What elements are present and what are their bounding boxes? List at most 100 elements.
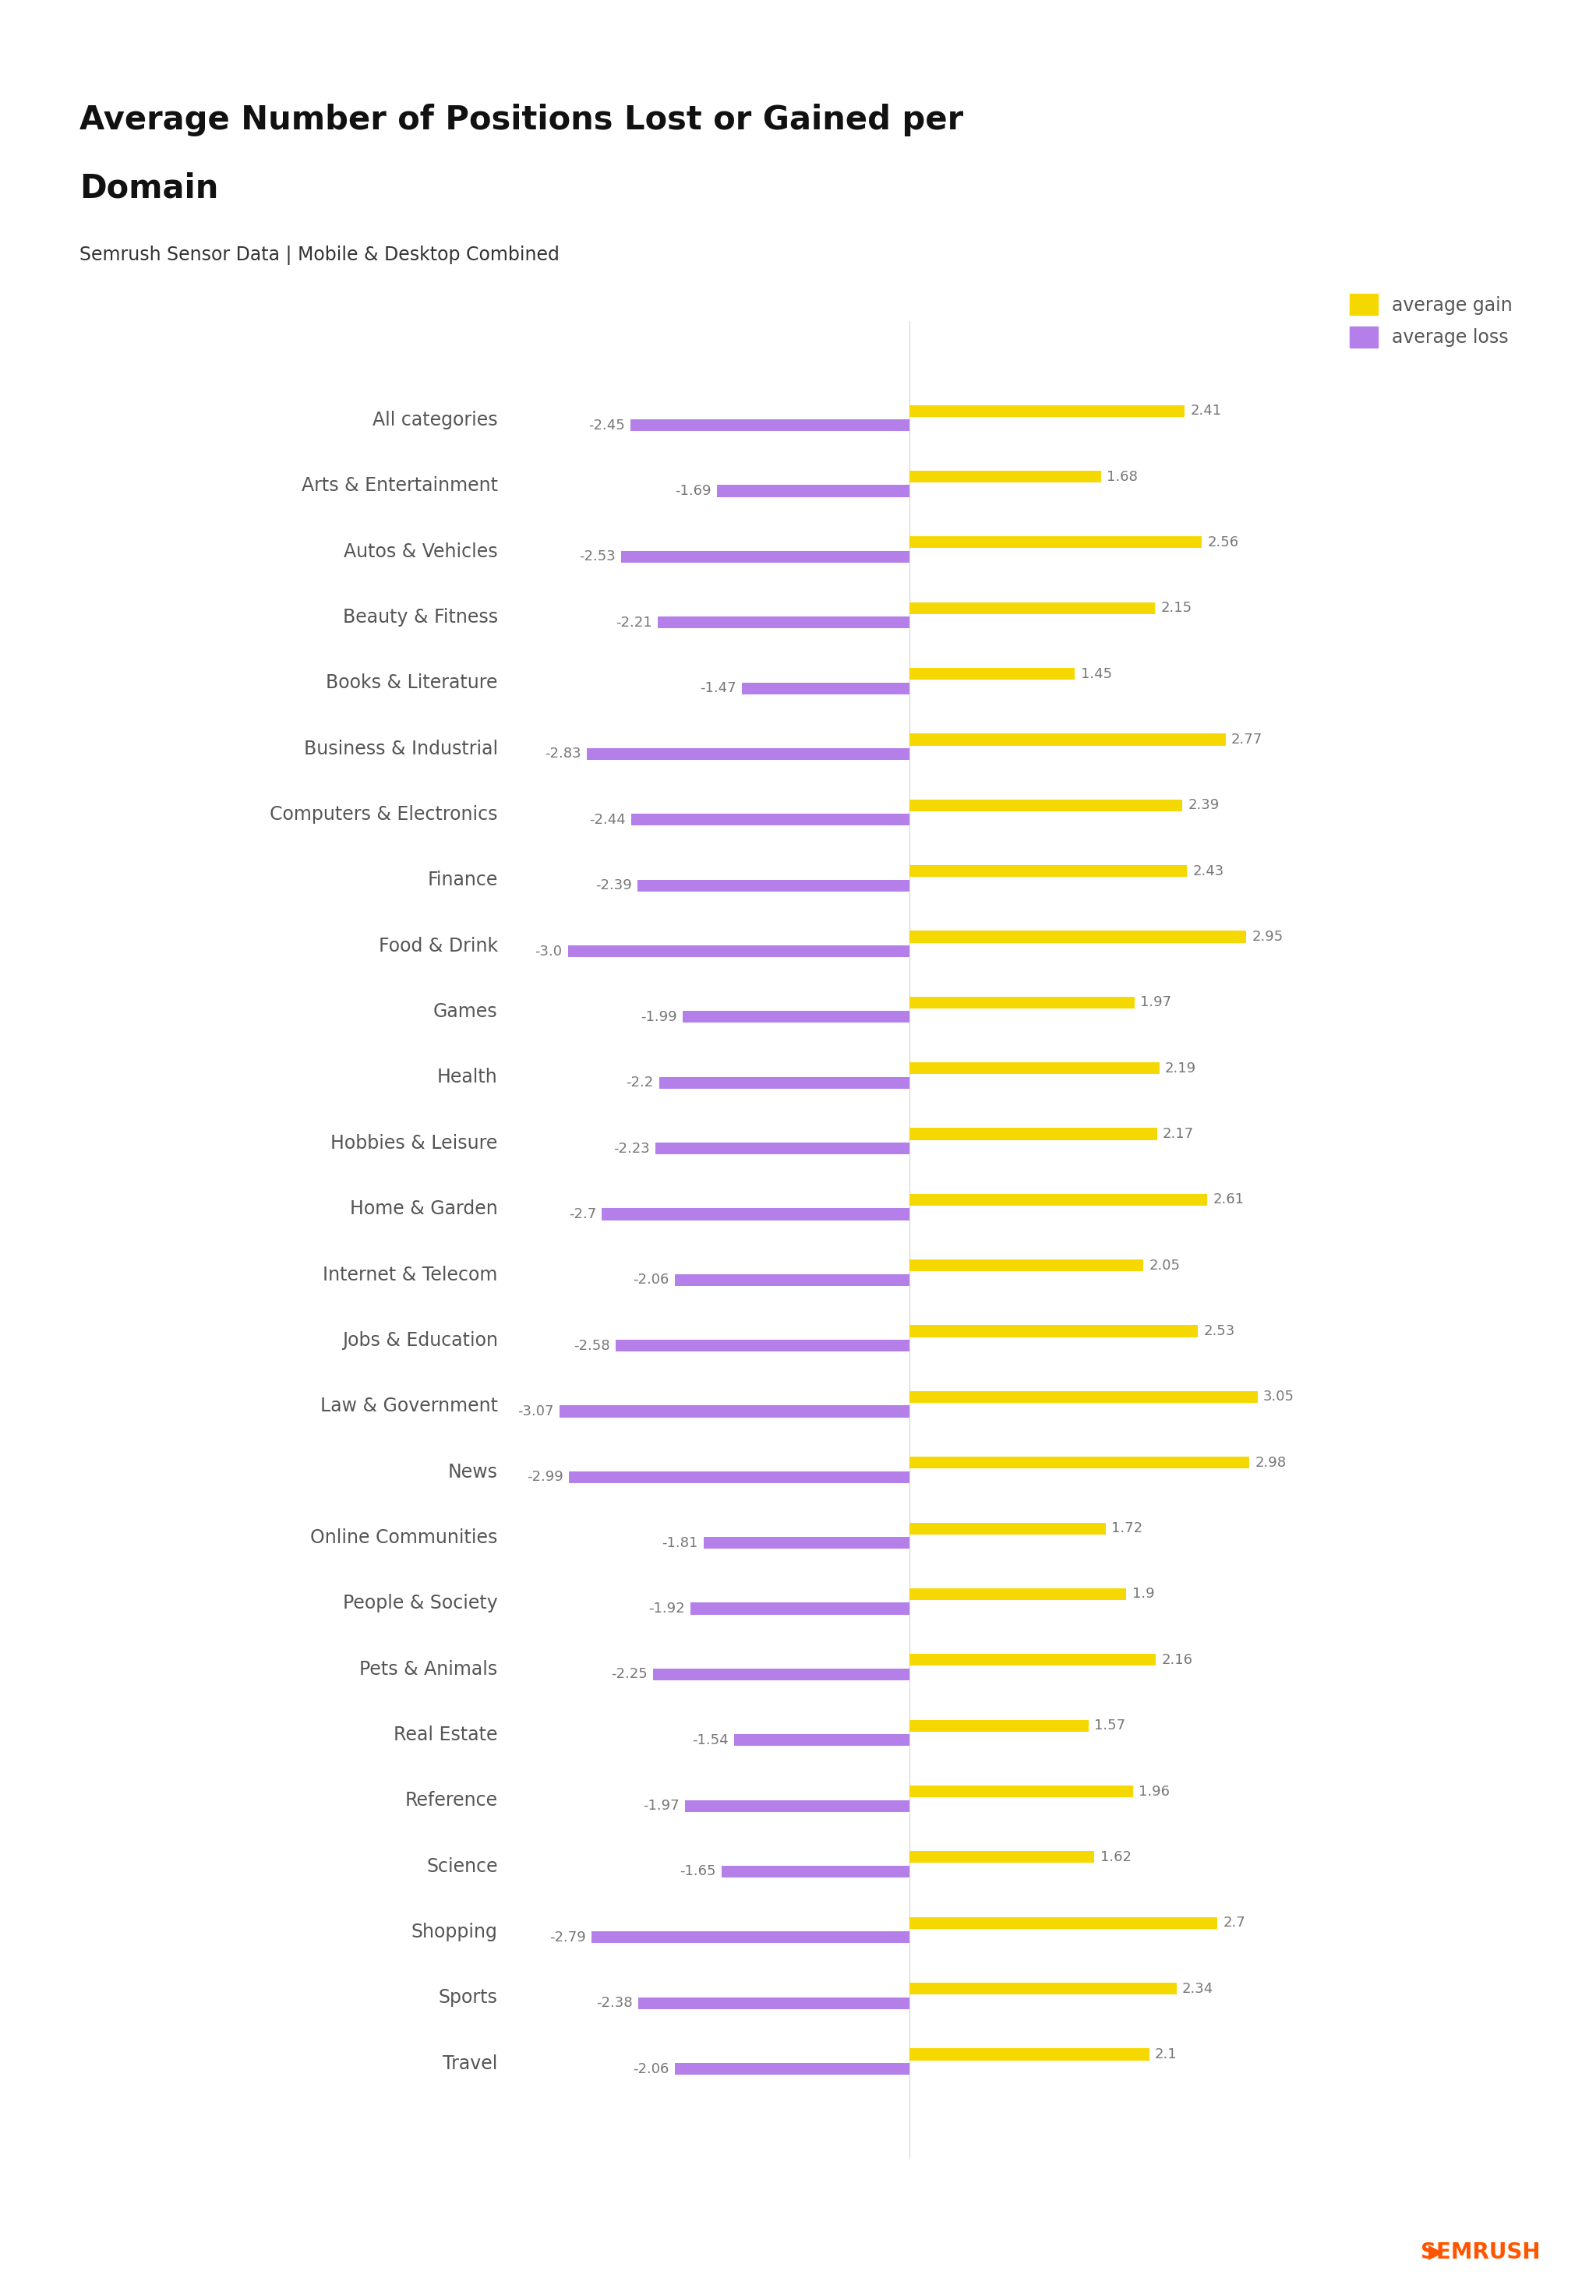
Bar bbox=[658, 618, 910, 629]
Bar bbox=[910, 471, 1101, 482]
Text: -1.69: -1.69 bbox=[675, 484, 712, 498]
Text: 1.45: 1.45 bbox=[1080, 666, 1112, 682]
Text: -2.7: -2.7 bbox=[568, 1208, 597, 1221]
Text: 2.61: 2.61 bbox=[1213, 1192, 1245, 1208]
Bar bbox=[592, 1931, 910, 1942]
Bar bbox=[910, 1456, 1250, 1469]
Bar bbox=[675, 2062, 910, 2076]
Text: Domain: Domain bbox=[80, 172, 219, 204]
Text: -1.99: -1.99 bbox=[642, 1010, 677, 1024]
Bar bbox=[616, 1341, 910, 1352]
Text: 2.43: 2.43 bbox=[1192, 863, 1224, 877]
Bar bbox=[910, 1589, 1127, 1600]
Bar bbox=[910, 1720, 1088, 1731]
Bar bbox=[910, 799, 1183, 810]
Bar bbox=[568, 946, 910, 957]
Bar bbox=[638, 1998, 910, 2009]
Text: 2.17: 2.17 bbox=[1163, 1127, 1194, 1141]
Bar bbox=[910, 1325, 1199, 1336]
Text: SEMRUSH: SEMRUSH bbox=[1420, 2241, 1540, 2264]
Bar bbox=[910, 1194, 1207, 1205]
Bar bbox=[653, 1669, 910, 1681]
Text: -2.06: -2.06 bbox=[634, 1272, 669, 1288]
Text: 1.96: 1.96 bbox=[1140, 1784, 1170, 1798]
Bar bbox=[910, 735, 1226, 746]
Text: -2.2: -2.2 bbox=[626, 1077, 653, 1091]
Bar bbox=[910, 996, 1135, 1008]
Text: 2.95: 2.95 bbox=[1251, 930, 1283, 944]
Text: 2.16: 2.16 bbox=[1162, 1653, 1192, 1667]
Bar bbox=[742, 682, 910, 693]
Bar bbox=[637, 879, 910, 891]
Text: 3.05: 3.05 bbox=[1262, 1389, 1294, 1403]
Text: 2.05: 2.05 bbox=[1149, 1258, 1181, 1272]
Bar bbox=[721, 1867, 910, 1878]
Text: -1.54: -1.54 bbox=[693, 1733, 728, 1747]
Bar bbox=[910, 1917, 1218, 1929]
Text: 2.1: 2.1 bbox=[1156, 2048, 1178, 2062]
Text: Average Number of Positions Lost or Gained per: Average Number of Positions Lost or Gain… bbox=[80, 103, 964, 135]
Text: -3.0: -3.0 bbox=[535, 944, 562, 957]
Text: -2.83: -2.83 bbox=[546, 746, 581, 760]
Text: 2.77: 2.77 bbox=[1231, 732, 1262, 746]
Text: -2.06: -2.06 bbox=[634, 2062, 669, 2076]
Text: 2.53: 2.53 bbox=[1203, 1325, 1235, 1339]
Text: -1.92: -1.92 bbox=[650, 1603, 685, 1616]
Text: -2.44: -2.44 bbox=[589, 813, 626, 827]
Bar bbox=[587, 748, 910, 760]
Text: -2.45: -2.45 bbox=[589, 418, 624, 432]
Bar bbox=[910, 1786, 1133, 1798]
Bar bbox=[910, 1984, 1176, 1995]
Text: 2.41: 2.41 bbox=[1191, 404, 1221, 418]
Bar bbox=[717, 484, 910, 496]
Text: 2.34: 2.34 bbox=[1183, 1981, 1213, 1995]
Text: 2.39: 2.39 bbox=[1187, 799, 1219, 813]
Text: -2.79: -2.79 bbox=[549, 1931, 586, 1945]
Text: 2.98: 2.98 bbox=[1254, 1456, 1286, 1469]
Text: -1.97: -1.97 bbox=[643, 1798, 680, 1814]
Bar bbox=[568, 1472, 910, 1483]
Text: 1.57: 1.57 bbox=[1095, 1720, 1125, 1733]
Text: 1.62: 1.62 bbox=[1100, 1851, 1132, 1864]
Bar bbox=[910, 1063, 1159, 1075]
Text: -2.99: -2.99 bbox=[527, 1469, 563, 1483]
Bar bbox=[910, 404, 1184, 418]
Bar bbox=[910, 2048, 1149, 2060]
Text: -2.25: -2.25 bbox=[611, 1667, 648, 1681]
Text: 2.19: 2.19 bbox=[1165, 1061, 1197, 1075]
Text: 1.9: 1.9 bbox=[1132, 1587, 1154, 1600]
Text: -2.58: -2.58 bbox=[573, 1339, 610, 1352]
Bar bbox=[691, 1603, 910, 1614]
Bar bbox=[910, 537, 1202, 549]
Text: -2.39: -2.39 bbox=[595, 879, 632, 893]
Text: 1.72: 1.72 bbox=[1111, 1522, 1143, 1536]
Bar bbox=[656, 1143, 910, 1155]
Text: -2.38: -2.38 bbox=[597, 1995, 632, 2009]
Bar bbox=[704, 1536, 910, 1550]
Bar bbox=[910, 1653, 1156, 1667]
Text: -2.53: -2.53 bbox=[579, 549, 616, 565]
Text: 2.15: 2.15 bbox=[1160, 602, 1192, 615]
Text: 2.56: 2.56 bbox=[1207, 535, 1238, 549]
Text: -1.81: -1.81 bbox=[661, 1536, 697, 1550]
Bar bbox=[683, 1010, 910, 1024]
Text: -3.07: -3.07 bbox=[517, 1405, 554, 1419]
Bar bbox=[910, 1127, 1157, 1139]
Bar bbox=[602, 1208, 910, 1219]
Bar bbox=[659, 1077, 910, 1088]
Text: ▶: ▶ bbox=[1428, 2243, 1443, 2262]
Bar bbox=[910, 1851, 1095, 1862]
Bar bbox=[560, 1405, 910, 1417]
Bar bbox=[734, 1733, 910, 1745]
Bar bbox=[910, 1391, 1258, 1403]
Bar bbox=[685, 1800, 910, 1812]
Text: semrush.com: semrush.com bbox=[48, 2245, 158, 2259]
Text: 1.97: 1.97 bbox=[1140, 996, 1171, 1010]
Bar bbox=[630, 420, 910, 432]
Text: -2.21: -2.21 bbox=[616, 615, 653, 629]
Text: -1.65: -1.65 bbox=[680, 1864, 717, 1878]
Bar bbox=[910, 930, 1246, 944]
Text: -2.23: -2.23 bbox=[613, 1141, 650, 1155]
Text: 1.68: 1.68 bbox=[1108, 471, 1138, 484]
Bar bbox=[910, 668, 1076, 680]
